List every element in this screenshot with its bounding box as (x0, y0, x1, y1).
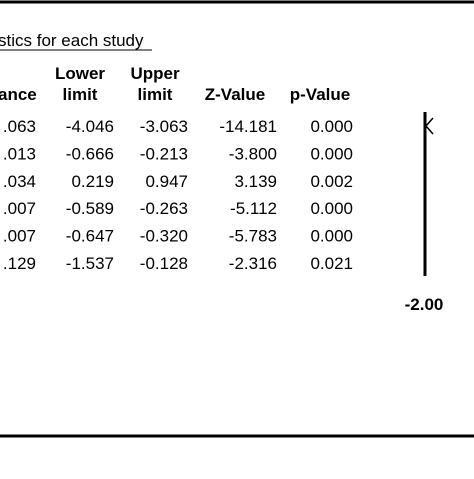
table-cell: -3.063 (140, 117, 188, 136)
section-title: stics for each study (0, 31, 144, 50)
table-cell: .063 (3, 117, 36, 136)
column-header: p-Value (290, 85, 350, 104)
table-cell: -5.112 (230, 199, 277, 218)
column-header: Upper (130, 64, 180, 83)
column-header: ance (0, 85, 37, 104)
column-header: Z-Value (205, 85, 265, 104)
table-cell: -3.800 (229, 144, 277, 163)
ci-arrow (425, 117, 434, 135)
table-cell: -0.320 (140, 227, 188, 246)
column-header: limit (138, 85, 173, 104)
table-cell: -4.046 (66, 117, 114, 136)
column-header: limit (63, 85, 98, 104)
table-cell: .007 (3, 227, 36, 246)
table-cell: -2.316 (229, 254, 277, 273)
table-cell: -5.783 (229, 227, 277, 246)
axis-tick-label: -2.00 (405, 295, 444, 314)
column-header: Lower (55, 64, 105, 83)
table-cell: 0.000 (310, 227, 353, 246)
table-cell: -0.213 (140, 144, 188, 163)
table-cell: 0.021 (310, 254, 353, 273)
table-cell: -0.128 (140, 254, 188, 273)
table-cell: -1.537 (66, 254, 114, 273)
table-cell: 3.139 (234, 172, 277, 191)
table-cell: 0.947 (145, 172, 188, 191)
table-cell: -14.181 (219, 117, 277, 136)
table-cell: -0.589 (66, 199, 114, 218)
table-cell: 0.219 (71, 172, 114, 191)
table-cell: 0.002 (310, 172, 353, 191)
table-cell: .013 (3, 144, 36, 163)
table-cell: -0.263 (140, 199, 188, 218)
table-cell: .034 (3, 172, 36, 191)
table-cell: 0.000 (310, 144, 353, 163)
table-cell: .129 (3, 254, 36, 273)
table-cell: 0.000 (310, 117, 353, 136)
table-cell: -0.666 (66, 144, 114, 163)
table-cell: .007 (3, 199, 36, 218)
table-cell: 0.000 (310, 199, 353, 218)
table-cell: -0.647 (66, 227, 114, 246)
